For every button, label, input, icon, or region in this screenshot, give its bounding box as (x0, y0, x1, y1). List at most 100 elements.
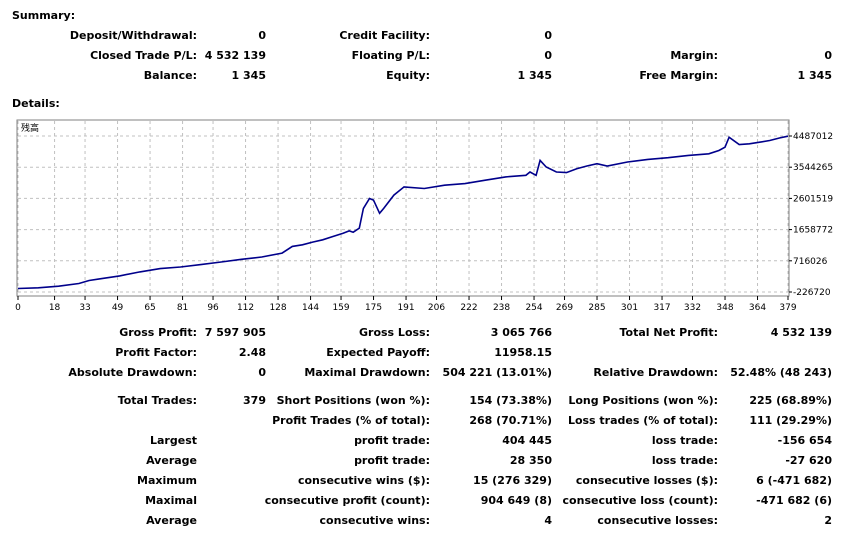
x-tick-label: 222 (460, 303, 477, 313)
y-axis-ticks: 4487012 3544265 2601519 1658772 716026 -22672… (789, 132, 833, 298)
gross-profit-value: 7 597 905 (204, 326, 266, 339)
free-margin-value: 1 345 (797, 69, 832, 82)
x-tick-label: 175 (365, 303, 382, 313)
avg-consec-losses-value: 2 (824, 514, 832, 527)
maximal-loss-value: -471 682 (6) (756, 494, 832, 507)
details-heading: Details: (12, 97, 60, 110)
largest-loss-value: -156 654 (777, 434, 832, 447)
abs-drawdown-value: 0 (258, 366, 266, 379)
y-tick-label: 1658772 (793, 226, 833, 236)
max-consec-losses-value: 6 (-471 682) (756, 474, 832, 487)
x-tick-label: 191 (397, 303, 414, 313)
x-tick-label: 49 (112, 303, 124, 313)
average-profit-value: 28 350 (509, 454, 552, 467)
average-loss-label: loss trade: (651, 454, 718, 467)
x-tick-label: 81 (177, 303, 188, 313)
gross-loss-value: 3 065 766 (490, 326, 552, 339)
chart-corner-label: 残高 (21, 122, 39, 134)
expected-payoff-value: 11958.15 (494, 346, 552, 359)
x-tick-label: 18 (49, 303, 61, 313)
balance-label: Balance: (143, 69, 197, 82)
maximal-loss-label: consecutive loss (count): (562, 494, 718, 507)
x-tick-label: 348 (716, 303, 733, 313)
y-tick-label: 4487012 (793, 132, 833, 142)
x-tick-label: 285 (588, 303, 605, 313)
gross-loss-label: Gross Loss: (359, 326, 430, 339)
rel-drawdown-label: Relative Drawdown: (593, 366, 718, 379)
short-positions-value: 154 (73.38%) (469, 394, 552, 407)
x-tick-label: 96 (207, 303, 219, 313)
chart-frame (16, 119, 790, 297)
x-tick-label: 301 (621, 303, 638, 313)
total-trades-value: 379 (243, 394, 266, 407)
avg-consec-losses-label: consecutive losses: (597, 514, 718, 527)
free-margin-label: Free Margin: (639, 69, 718, 82)
equity-label: Equity: (386, 69, 430, 82)
maximum-label: Maximum (137, 474, 197, 487)
expected-payoff-label: Expected Payoff: (326, 346, 430, 359)
x-tick-label: 128 (269, 303, 286, 313)
credit-value: 0 (544, 29, 552, 42)
profit-factor-label: Profit Factor: (115, 346, 197, 359)
profit-factor-value: 2.48 (238, 346, 266, 359)
largest-profit-value: 404 445 (502, 434, 552, 447)
maximal-label: Maximal (145, 494, 197, 507)
balance-chart: 残高 4487012 3544265 2601519 1658772 716026 -22… (15, 119, 833, 313)
max-consec-wins-value: 15 (276 329) (473, 474, 552, 487)
x-tick-label: 317 (653, 303, 670, 313)
x-tick-label: 238 (493, 303, 510, 313)
loss-trades-value: 111 (29.29%) (749, 414, 832, 427)
x-tick-label: 65 (144, 303, 155, 313)
floating-pl-label: Floating P/L: (351, 49, 430, 62)
largest-profit-label: profit trade: (354, 434, 430, 447)
x-tick-label: 112 (237, 303, 254, 313)
total-net-label: Total Net Profit: (619, 326, 719, 339)
x-tick-label: 159 (332, 303, 349, 313)
rel-drawdown-value: 52.48% (48 243) (730, 366, 832, 379)
x-tick-label: 206 (428, 303, 445, 313)
x-tick-label: 364 (749, 303, 766, 313)
x-tick-label: 269 (556, 303, 573, 313)
largest-label: Largest (150, 434, 197, 447)
y-tick-label: -226720 (793, 288, 831, 298)
summary-heading: Summary: (12, 9, 76, 22)
margin-value: 0 (824, 49, 832, 62)
max-consec-wins-label: consecutive wins ($): (297, 474, 430, 487)
total-trades-label: Total Trades: (117, 394, 197, 407)
x-tick-label: 0 (15, 303, 21, 313)
gross-profit-label: Gross Profit: (119, 326, 197, 339)
credit-label: Credit Facility: (339, 29, 430, 42)
x-tick-label: 332 (684, 303, 701, 313)
deposit-value: 0 (258, 29, 266, 42)
largest-loss-label: loss trade: (651, 434, 718, 447)
x-tick-label: 144 (302, 303, 319, 313)
long-positions-label: Long Positions (won %): (568, 394, 718, 407)
deposit-label: Deposit/Withdrawal: (69, 29, 197, 42)
profit-trades-label: Profit Trades (% of total): (272, 414, 430, 427)
x-tick-label: 379 (779, 303, 796, 313)
maximal-profit-value: 904 649 (8) (480, 494, 552, 507)
y-tick-label: 3544265 (793, 163, 833, 173)
maximal-profit-label: consecutive profit (count): (264, 494, 430, 507)
floating-pl-value: 0 (544, 49, 552, 62)
profit-trades-value: 268 (70.71%) (469, 414, 552, 427)
short-positions-label: Short Positions (won %): (276, 394, 430, 407)
max-consec-losses-label: consecutive losses ($): (575, 474, 718, 487)
y-tick-label: 2601519 (793, 194, 833, 204)
x-tick-label: 254 (525, 303, 542, 313)
max-drawdown-label: Maximal Drawdown: (304, 366, 430, 379)
avg-consec-wins-value: 4 (544, 514, 552, 527)
average-loss-value: -27 620 (785, 454, 832, 467)
abs-drawdown-label: Absolute Drawdown: (68, 366, 197, 379)
balance-value: 1 345 (231, 69, 266, 82)
average-label: Average (146, 454, 197, 467)
chart-grid (17, 121, 789, 295)
total-net-value: 4 532 139 (770, 326, 832, 339)
long-positions-value: 225 (68.89%) (749, 394, 832, 407)
balance-series-line (17, 135, 789, 290)
average-profit-label: profit trade: (354, 454, 430, 467)
max-drawdown-value: 504 221 (13.01%) (442, 366, 552, 379)
loss-trades-label: Loss trades (% of total): (567, 414, 718, 427)
avg-consec-wins-label: consecutive wins: (319, 514, 430, 527)
margin-label: Margin: (670, 49, 718, 62)
